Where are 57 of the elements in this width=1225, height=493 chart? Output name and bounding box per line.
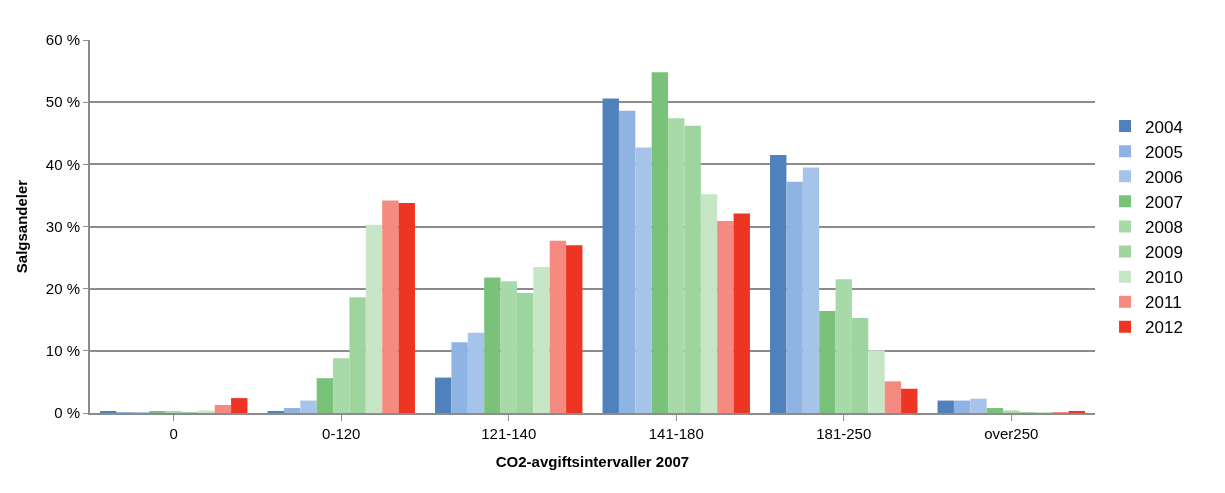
x-tick-label: 121-140 [481, 425, 537, 442]
bar [635, 147, 652, 413]
x-tick-label: over250 [984, 425, 1039, 442]
legend-label: 2006 [1145, 167, 1183, 187]
y-tick-label: 0 % [54, 404, 80, 422]
bar [549, 240, 567, 413]
bar [451, 342, 468, 413]
bar [533, 266, 550, 413]
bar [802, 167, 820, 413]
x-tick-label: 0 [169, 425, 178, 442]
y-tick-label: 30 % [45, 217, 80, 235]
bar [770, 155, 787, 413]
bar [884, 381, 902, 413]
y-tick-label: 50 % [45, 93, 80, 111]
y-tick-label: 40 % [45, 155, 80, 173]
bar [382, 200, 399, 413]
bar [786, 181, 803, 413]
bar [283, 408, 301, 413]
bar [700, 194, 718, 413]
bar [901, 388, 918, 413]
legend-label: 2009 [1145, 243, 1183, 263]
bar [868, 350, 885, 413]
x-tick-label: 181-250 [816, 425, 872, 442]
y-tick-label: 20 % [45, 279, 80, 297]
x-tick-label: 0-120 [322, 425, 361, 442]
bar [398, 202, 415, 413]
bar [467, 332, 485, 413]
bar [484, 277, 501, 413]
legend-label: 2005 [1145, 142, 1183, 162]
bar [214, 404, 232, 413]
bar [435, 377, 452, 413]
x-tick-label: 141-180 [648, 425, 704, 442]
legend-label: 2012 [1145, 318, 1183, 338]
bar [365, 224, 383, 413]
bar [986, 408, 1004, 413]
bar [231, 398, 248, 413]
bar [937, 400, 954, 413]
bar [316, 378, 334, 413]
bar [602, 98, 619, 413]
legend-label: 2010 [1145, 268, 1183, 288]
y-tick-label: 60 % [45, 31, 80, 49]
bar [717, 220, 734, 413]
legend-label: 2004 [1145, 117, 1183, 137]
bar [819, 311, 836, 413]
bar [733, 213, 750, 413]
x-axis-title: CO2-avgiftsintervaller 2007 [495, 452, 690, 470]
legend-label: 2011 [1145, 293, 1182, 313]
bar [566, 245, 583, 413]
legend-label: 2008 [1145, 218, 1183, 238]
bar [970, 398, 987, 413]
legend-label: 2007 [1145, 192, 1183, 212]
bar [651, 72, 669, 413]
bar [300, 400, 317, 413]
bar [618, 110, 636, 413]
y-axis-title: Salgsandeler [12, 179, 30, 274]
bar [953, 400, 971, 413]
y-tick-label: 10 % [45, 342, 80, 360]
